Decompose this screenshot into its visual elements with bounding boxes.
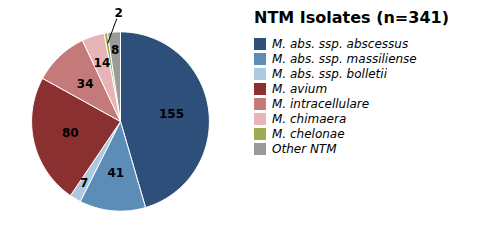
svg-text:14: 14 [94,56,111,70]
svg-text:41: 41 [107,166,124,180]
html-text:M. intracellulare: M. intracellulare [272,97,370,111]
html-text:M. abs. ssp. massiliense: M. abs. ssp. massiliense [272,52,417,66]
html-text:M. abs. ssp. bolletii: M. abs. ssp. bolletii [272,67,387,81]
html-text:M. abs. ssp. abscessus: M. abs. ssp. abscessus [272,37,409,51]
svg-text:34: 34 [77,76,94,90]
svg-text:2: 2 [114,6,122,20]
svg-text:155: 155 [159,107,184,121]
svg-text:80: 80 [62,126,79,140]
html-text:M. chelonae: M. chelonae [272,127,345,141]
html-text:NTM Isolates (n=341): NTM Isolates (n=341) [254,8,449,27]
html-text:M. avium: M. avium [272,82,328,96]
svg-text:8: 8 [111,43,119,57]
svg-text:7: 7 [80,176,88,190]
html-text:Other NTM: Other NTM [272,142,337,156]
html-text:M. chimaera: M. chimaera [272,112,347,126]
